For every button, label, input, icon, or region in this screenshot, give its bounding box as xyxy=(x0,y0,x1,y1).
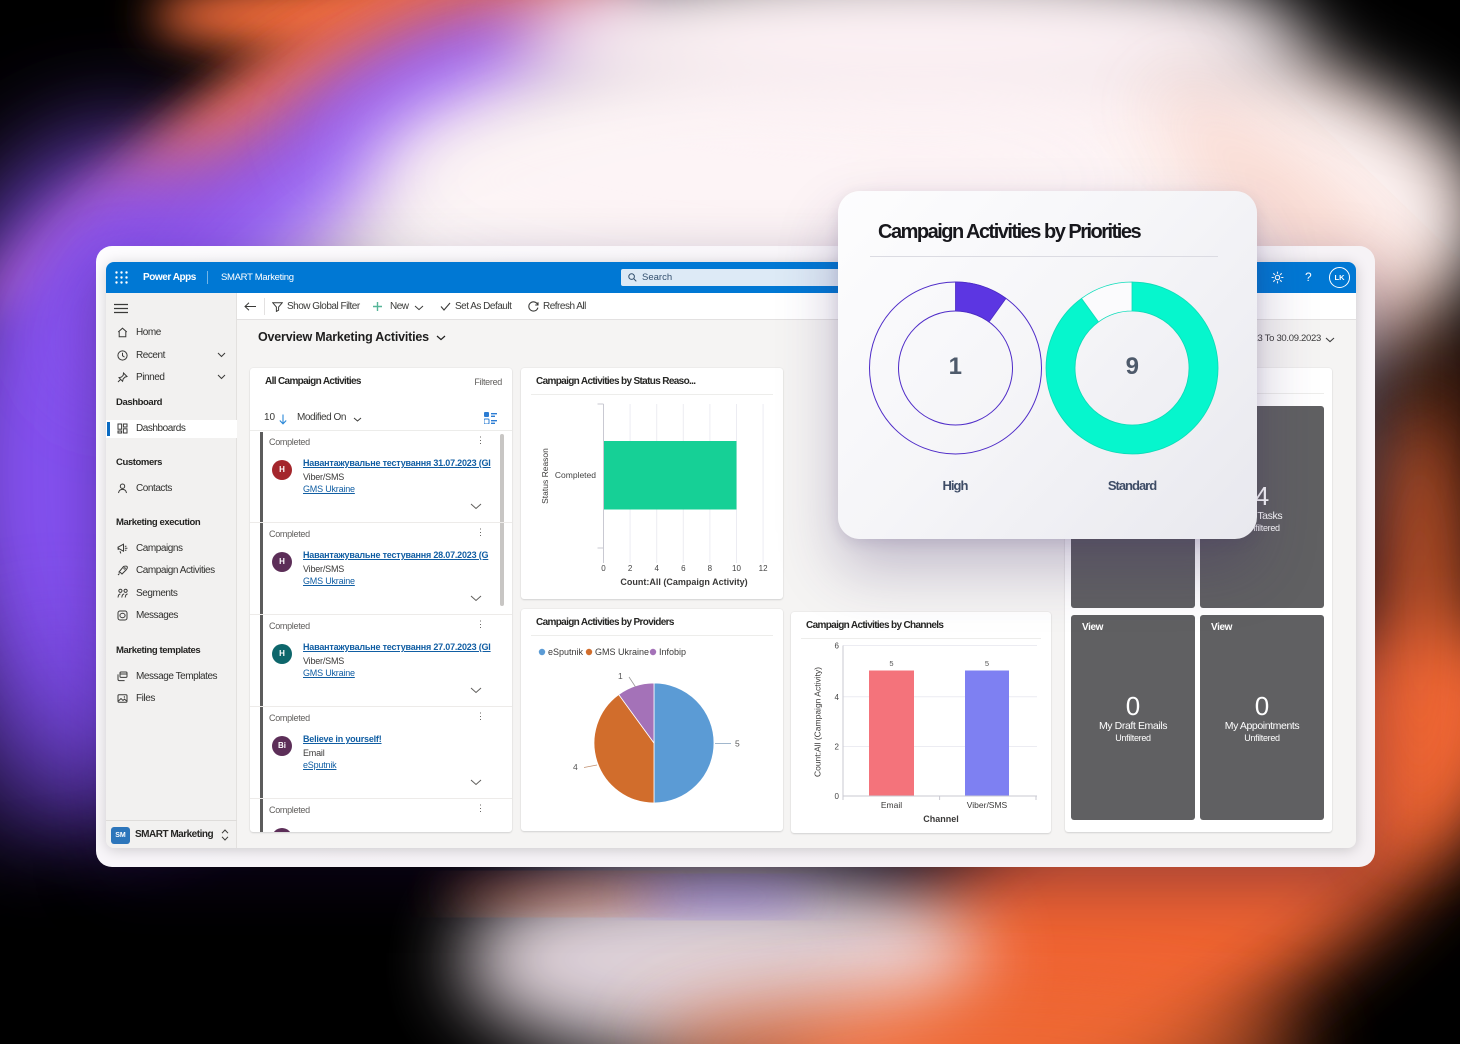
svg-text:Channel: Channel xyxy=(923,814,959,824)
svg-text:6: 6 xyxy=(835,642,840,651)
svg-text:5: 5 xyxy=(889,659,893,668)
svg-text:8: 8 xyxy=(708,564,713,573)
svg-text:Infobip: Infobip xyxy=(659,647,686,657)
svg-text:Email: Email xyxy=(881,800,902,810)
svg-text:2: 2 xyxy=(628,564,633,573)
svg-text:0: 0 xyxy=(601,564,606,573)
svg-text:2: 2 xyxy=(835,743,840,752)
svg-text:4: 4 xyxy=(654,564,659,573)
svg-text:10: 10 xyxy=(732,564,741,573)
svg-text:GMS Ukraine: GMS Ukraine xyxy=(595,647,649,657)
svg-text:5: 5 xyxy=(735,739,740,749)
svg-text:6: 6 xyxy=(681,564,686,573)
svg-text:4: 4 xyxy=(835,693,840,702)
svg-text:5: 5 xyxy=(985,659,989,668)
svg-text:1: 1 xyxy=(618,671,623,681)
svg-text:Count:All (Campaign Activity): Count:All (Campaign Activity) xyxy=(813,667,823,777)
svg-text:Completed: Completed xyxy=(555,470,596,480)
svg-text:12: 12 xyxy=(759,564,768,573)
svg-text:0: 0 xyxy=(835,792,840,801)
svg-text:Viber/SMS: Viber/SMS xyxy=(967,800,1008,810)
svg-text:4: 4 xyxy=(573,762,578,772)
svg-text:Status Reason: Status Reason xyxy=(540,448,550,504)
svg-text:eSputnik: eSputnik xyxy=(548,647,584,657)
svg-text:Count:All (Campaign Activity): Count:All (Campaign Activity) xyxy=(620,577,747,587)
